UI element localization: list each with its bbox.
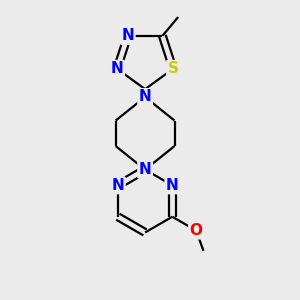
Text: O: O [190, 223, 202, 238]
Text: N: N [112, 178, 124, 193]
Text: N: N [139, 89, 152, 104]
Text: S: S [168, 61, 178, 76]
Text: N: N [166, 178, 179, 193]
Text: N: N [122, 28, 134, 44]
Text: N: N [139, 162, 152, 177]
Text: N: N [111, 61, 124, 76]
